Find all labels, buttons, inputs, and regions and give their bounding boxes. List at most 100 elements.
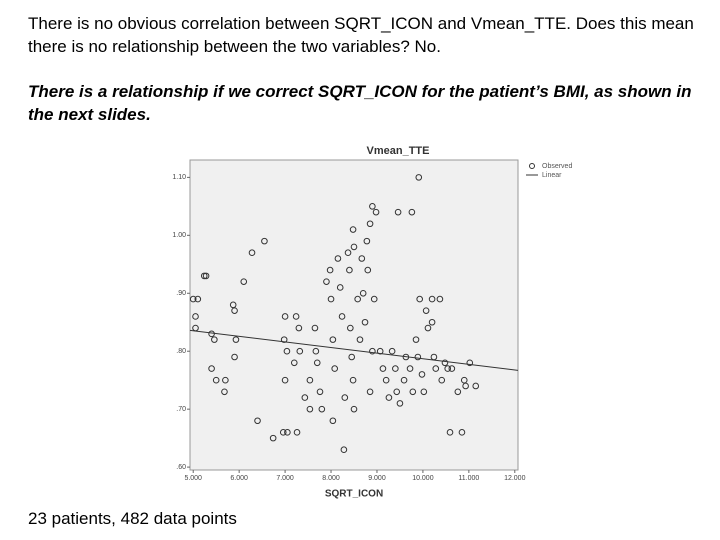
point <box>414 353 422 361</box>
point <box>329 417 337 425</box>
plot-area <box>189 159 519 471</box>
point <box>261 237 268 245</box>
point <box>331 365 339 372</box>
point <box>312 347 320 355</box>
x-tick-label: 7.000 <box>276 475 294 482</box>
point <box>448 365 456 372</box>
point <box>327 295 335 303</box>
point <box>424 324 432 332</box>
point <box>346 266 353 274</box>
point <box>444 365 452 372</box>
point <box>281 376 289 384</box>
point <box>420 388 428 396</box>
point <box>412 336 420 343</box>
x-tick-label: 6.000 <box>230 475 248 482</box>
point <box>329 336 337 343</box>
point <box>292 313 300 320</box>
x-tick-label: 8.000 <box>322 475 340 482</box>
point <box>382 376 390 384</box>
point <box>293 429 301 436</box>
point <box>301 394 309 401</box>
legend-label: Linear <box>542 172 562 179</box>
point <box>280 336 288 343</box>
point <box>392 365 399 372</box>
point <box>428 318 436 326</box>
point <box>212 376 220 384</box>
point <box>415 174 423 181</box>
point <box>200 272 208 280</box>
point <box>341 394 349 401</box>
point <box>359 289 367 297</box>
point <box>406 365 414 372</box>
y-tick-label: .80 <box>176 348 186 355</box>
point <box>231 307 238 314</box>
point <box>370 295 378 303</box>
point <box>283 347 291 355</box>
point <box>279 429 287 436</box>
point <box>363 237 371 245</box>
point <box>284 429 291 436</box>
x-tick-label: 11.000 <box>458 475 479 482</box>
point <box>354 295 361 303</box>
point <box>202 272 210 280</box>
point <box>211 336 218 343</box>
y-tick-label: 1.10 <box>172 174 186 181</box>
point <box>458 429 466 436</box>
point <box>393 388 401 396</box>
point <box>189 295 197 303</box>
point <box>385 394 393 401</box>
fit-line <box>189 329 519 371</box>
point <box>372 208 380 216</box>
point <box>462 382 469 390</box>
point <box>295 324 303 332</box>
point <box>394 208 402 216</box>
point <box>396 400 404 407</box>
paragraph: There is a relationship if we correct SQ… <box>28 82 692 124</box>
point <box>306 405 314 413</box>
x-tick-label: 12.000 <box>504 475 526 482</box>
point <box>366 388 374 396</box>
point <box>311 324 319 332</box>
point <box>422 307 430 314</box>
x-tick-label: 10.000 <box>412 475 434 482</box>
point <box>231 353 238 361</box>
point <box>316 388 324 396</box>
point <box>364 266 372 274</box>
point <box>318 405 326 413</box>
point <box>369 347 376 355</box>
footer: 23 patients, 482 data points <box>28 509 237 528</box>
x-tick-label: 5.000 <box>184 475 202 482</box>
point <box>194 295 202 303</box>
point <box>350 243 358 251</box>
point <box>361 318 369 326</box>
point <box>350 405 358 413</box>
point <box>326 266 334 274</box>
point <box>338 313 346 320</box>
legend-swatch <box>529 163 535 169</box>
point <box>340 446 348 454</box>
y-tick-label: 1.00 <box>172 232 186 239</box>
point <box>313 359 321 367</box>
point <box>323 278 330 285</box>
point <box>347 324 354 332</box>
point <box>344 249 352 257</box>
point <box>222 376 229 384</box>
point <box>348 353 356 361</box>
point <box>208 365 215 372</box>
point <box>454 388 462 396</box>
point <box>388 347 396 355</box>
point <box>269 434 277 442</box>
point <box>248 249 256 257</box>
point <box>472 382 480 390</box>
point <box>281 313 289 320</box>
paragraph: There is no obvious correlation between … <box>28 14 694 56</box>
point <box>408 208 416 216</box>
point <box>416 295 423 303</box>
point <box>369 203 376 210</box>
y-tick-label: .90 <box>176 290 186 297</box>
y-tick-label: .60 <box>176 464 186 471</box>
point <box>358 255 366 262</box>
point <box>349 376 357 384</box>
